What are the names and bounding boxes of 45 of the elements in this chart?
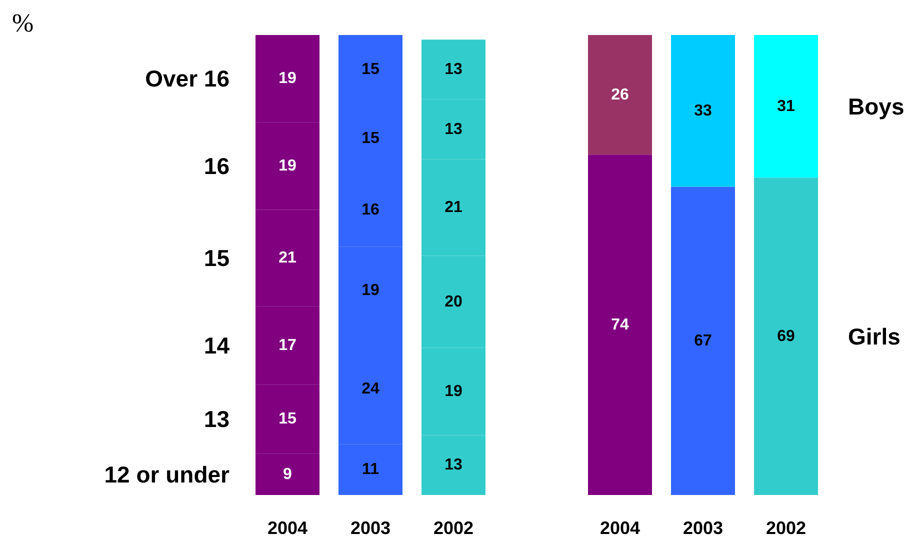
series-label: 13: [204, 406, 230, 432]
data-label: 21: [278, 250, 296, 267]
series-label: Girls: [848, 323, 900, 350]
bar: [671, 186, 735, 495]
bar: [588, 35, 652, 155]
data-label: 19: [444, 383, 462, 400]
data-label: 13: [444, 61, 462, 78]
x-tick-label: 2002: [766, 518, 806, 538]
data-label: 16: [362, 201, 380, 218]
bar: [754, 35, 818, 178]
series-label: 14: [204, 332, 230, 358]
data-label: 24: [362, 380, 380, 398]
y-axis-title: %: [12, 8, 34, 38]
data-label: 67: [694, 332, 712, 350]
series-label: 12 or under: [104, 461, 230, 488]
data-label: 15: [362, 61, 380, 78]
data-label: 19: [278, 158, 296, 175]
x-tick-label: 2003: [350, 518, 391, 538]
series-label: 15: [204, 245, 230, 272]
data-label: 33: [694, 102, 712, 120]
data-label: 74: [611, 316, 629, 334]
series-label: Boys: [848, 93, 904, 120]
data-label: 69: [777, 328, 795, 345]
x-tick-label: 2004: [267, 518, 308, 538]
bar: [754, 178, 818, 495]
data-label: 15: [362, 130, 380, 147]
data-label: 20: [444, 293, 462, 310]
data-label: 26: [611, 86, 629, 104]
data-label: 13: [444, 456, 462, 474]
bar: [671, 35, 735, 187]
data-label: 11: [362, 461, 380, 478]
series-label: Over 16: [145, 66, 230, 92]
data-label: 31: [777, 98, 795, 115]
data-label: 13: [444, 120, 462, 138]
bar: [588, 154, 652, 495]
data-label: 19: [362, 282, 380, 299]
x-tick-label: 2002: [433, 518, 474, 538]
series-label: 16: [204, 153, 230, 180]
data-label: 21: [444, 199, 462, 216]
x-tick-label: 2004: [600, 518, 640, 538]
data-label: 9: [283, 466, 292, 483]
x-tick-label: 2003: [682, 518, 724, 538]
data-label: 19: [278, 70, 296, 88]
data-label: 15: [278, 410, 296, 428]
data-label: 17: [278, 337, 296, 354]
